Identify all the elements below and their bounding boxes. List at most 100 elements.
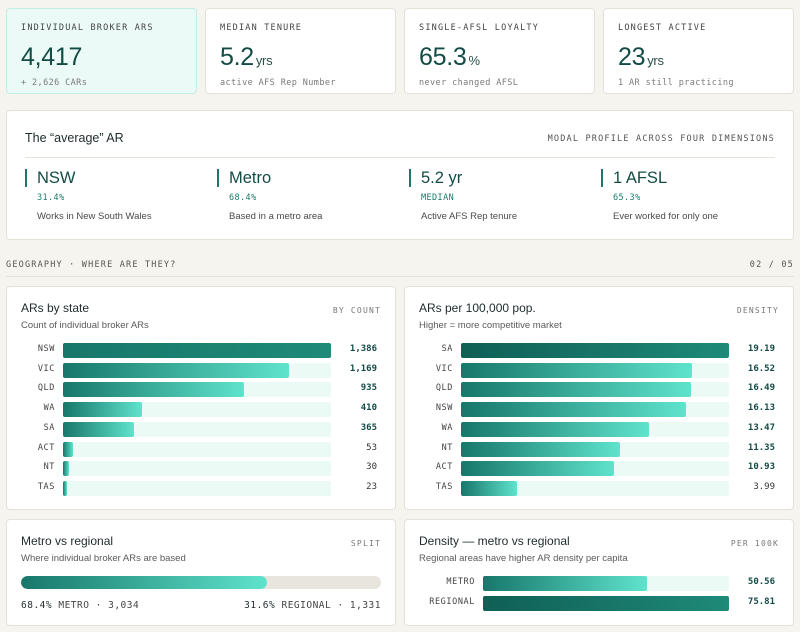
bar-row: REGIONAL 75.81 xyxy=(419,596,775,611)
panel-title: Density — metro vs regional xyxy=(419,534,570,548)
kpi-number: 23 xyxy=(618,43,646,71)
bar-value-label: 16.52 xyxy=(747,363,775,374)
panel-tag: BY COUNT xyxy=(332,306,381,315)
bar-track xyxy=(461,480,729,496)
kpi-value: 4,417 xyxy=(21,43,182,72)
dimension-desc: Based in a metro area xyxy=(229,211,323,222)
split-regional-text: REGIONAL · 1,331 xyxy=(281,600,381,611)
bar-category-label: VIC xyxy=(435,363,453,374)
bar-track xyxy=(461,421,729,437)
bar xyxy=(63,421,134,437)
bar-track xyxy=(63,461,331,477)
bar-value-label: 19.19 xyxy=(747,344,775,354)
kpi-label: MEDIAN TENURE xyxy=(220,23,303,33)
bar-row: ACT 10.93 xyxy=(419,461,775,477)
bar xyxy=(483,596,729,611)
bar-row: NT 11.35 xyxy=(419,441,775,457)
dimension-pct: 65.3% xyxy=(613,193,641,203)
dimension-tenure: 5.2 yr MEDIAN Active AFS Rep tenure xyxy=(409,169,517,222)
bar xyxy=(63,343,331,358)
bar-track xyxy=(461,461,729,477)
bar xyxy=(461,421,650,437)
split-regional-pct: 31.6% xyxy=(244,600,276,611)
kpi-card-broker-ars[interactable]: INDIVIDUAL BROKER ARS 4,417 + 2,626 CARs xyxy=(6,8,197,94)
dimension-value: NSW xyxy=(37,169,76,187)
panel-title: Metro vs regional xyxy=(21,534,114,548)
dimension-state: NSW 31.4% Works in New South Wales xyxy=(25,169,152,222)
divider xyxy=(25,157,775,158)
bar-value-label: 53 xyxy=(366,442,377,453)
bar-value-label: 16.13 xyxy=(747,403,775,414)
bar-category-label: WA xyxy=(441,422,453,433)
bar-track xyxy=(63,343,331,358)
bar-value-label: 3.99 xyxy=(753,481,775,492)
ars-per-pop-panel: ARs per 100,000 pop. Higher = more compe… xyxy=(404,286,794,510)
bar xyxy=(483,576,648,591)
bar-category-label: NSW xyxy=(435,403,453,414)
bar-track xyxy=(63,402,331,418)
bar-row: SA 365 xyxy=(21,421,377,437)
panel-subtitle: Higher = more competitive market xyxy=(419,320,562,331)
bar-row: QLD 16.49 xyxy=(419,382,775,398)
split-metro-label: 68.4% METRO · 3,034 xyxy=(21,600,139,611)
dimension-desc: Ever worked for only one xyxy=(613,211,719,222)
bar-value-label: 935 xyxy=(360,383,377,394)
panel-title: ARs by state xyxy=(21,301,90,315)
kpi-card-afsl-loyalty[interactable]: SINGLE-AFSL LOYALTY 65.3% never changed … xyxy=(404,8,595,94)
bar-category-label: VIC xyxy=(37,363,55,374)
kpi-unit: yrs xyxy=(255,53,273,68)
kpi-number: 65.3 xyxy=(419,43,467,71)
section-page-indicator: 02 / 05 xyxy=(749,260,794,270)
average-ar-card: The “average” AR MODAL PROFILE ACROSS FO… xyxy=(6,110,794,240)
bar-category-label: ACT xyxy=(435,462,453,473)
bar-track xyxy=(63,441,331,457)
panel-tag: SPLIT xyxy=(350,539,381,548)
bar xyxy=(63,402,143,418)
bar-category-label: SA xyxy=(441,344,453,354)
split-bar-fill xyxy=(21,576,268,589)
panel-subtitle: Where individual broker ARs are based xyxy=(21,553,186,564)
bar-row: VIC 16.52 xyxy=(419,362,775,378)
bar xyxy=(461,461,614,477)
bar-value-label: 410 xyxy=(360,403,377,414)
bar xyxy=(461,441,620,457)
bar-value-label: 10.93 xyxy=(747,462,775,473)
kpi-label: LONGEST ACTIVE xyxy=(618,23,707,33)
bar xyxy=(461,382,692,398)
bar-row: ACT 53 xyxy=(21,441,377,457)
dimension-afsl: 1 AFSL 65.3% Ever worked for only one xyxy=(601,169,718,222)
average-ar-caption: MODAL PROFILE ACROSS FOUR DIMENSIONS xyxy=(547,134,775,144)
bar-category-label: SA xyxy=(43,422,55,433)
bar-category-label: METRO xyxy=(446,577,475,587)
bar xyxy=(63,362,290,378)
bar-track xyxy=(63,382,331,398)
bar-row: NT 30 xyxy=(21,461,377,477)
bar-value-label: 1,169 xyxy=(349,363,377,374)
panel-subtitle: Regional areas have higher AR density pe… xyxy=(419,553,628,564)
bar-row: METRO 50.56 xyxy=(419,576,775,591)
kpi-card-longest-active[interactable]: LONGEST ACTIVE 23 yrs 1 AR still practici… xyxy=(603,8,794,94)
kpi-sub: never changed AFSL xyxy=(419,78,519,88)
bar-category-label: REGIONAL xyxy=(429,597,475,607)
section-label: GEOGRAPHY · WHERE ARE THEY? xyxy=(6,260,177,270)
bar-category-label: NSW xyxy=(37,344,55,354)
bar-track xyxy=(63,362,331,378)
bar-category-label: NT xyxy=(43,462,55,473)
bar-track xyxy=(483,596,729,611)
kpi-card-median-tenure[interactable]: MEDIAN TENURE 5.2 yrs active AFS Rep Numb… xyxy=(205,8,396,94)
kpi-label: INDIVIDUAL BROKER ARS xyxy=(21,23,154,33)
dimension-pct: 31.4% xyxy=(37,193,65,203)
bar-track xyxy=(461,343,729,358)
bar xyxy=(63,461,69,477)
panel-title: ARs per 100,000 pop. xyxy=(419,301,536,315)
bar-value-label: 13.47 xyxy=(747,422,775,433)
bar-row: SA 19.19 xyxy=(419,343,775,358)
bar-track xyxy=(461,382,729,398)
kpi-sub: 1 AR still practicing xyxy=(618,78,734,88)
bar xyxy=(63,480,68,496)
bar-category-label: ACT xyxy=(37,442,55,453)
bar xyxy=(461,362,692,378)
bar-row: QLD 935 xyxy=(21,382,377,398)
bar-track xyxy=(63,421,331,437)
bar-category-label: TAS xyxy=(37,481,55,492)
